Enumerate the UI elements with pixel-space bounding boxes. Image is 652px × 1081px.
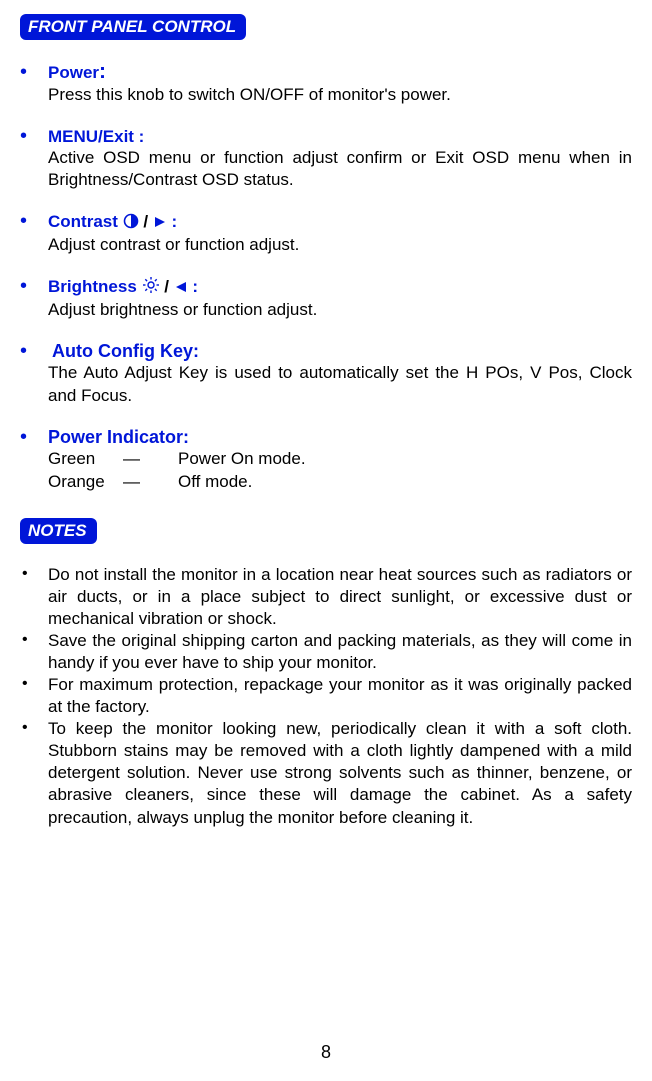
item-desc: Adjust brightness or function adjust. — [48, 299, 632, 321]
bullet-icon: • — [20, 718, 48, 828]
item-desc: Press this knob to switch ON/OFF of moni… — [48, 84, 632, 106]
bullet-icon: • — [20, 564, 48, 630]
item-title-pre: Contrast — [48, 212, 123, 231]
list-item: • Power Indicator: Green — Power On mode… — [20, 427, 632, 494]
section-label-front-panel: FRONT PANEL CONTROL — [20, 14, 246, 40]
indicator-table: Green — Power On mode. Orange — Off mode… — [48, 448, 632, 494]
list-item: • Power: Press this knob to switch ON/OF… — [20, 60, 632, 106]
front-panel-list: • Power: Press this knob to switch ON/OF… — [20, 60, 632, 494]
item-suffix: : — [99, 60, 106, 83]
item-desc: Adjust contrast or function adjust. — [48, 234, 632, 256]
list-item: • Do not install the monitor in a locati… — [20, 564, 632, 630]
left-triangle-icon — [174, 279, 188, 299]
indicator-mode: Off mode. — [178, 471, 252, 494]
bullet-icon: • — [20, 674, 48, 718]
indicator-mode: Power On mode. — [178, 448, 306, 471]
item-title: MENU/Exit : — [48, 127, 144, 147]
bullet-icon: • — [20, 62, 48, 82]
bullet-icon: • — [20, 276, 48, 296]
item-desc: Active OSD menu or function adjust confi… — [48, 147, 632, 191]
item-title: Power — [48, 63, 99, 82]
list-item: • Brightness / : Adjust brightness or fu… — [20, 276, 632, 321]
item-title-pre: Brightness — [48, 277, 142, 296]
list-item: • MENU/Exit : Active OSD menu or functio… — [20, 126, 632, 191]
section-label-notes: NOTES — [20, 518, 97, 544]
bullet-icon: • — [20, 630, 48, 674]
item-title: Auto Config Key: — [48, 341, 199, 362]
list-item: • Auto Config Key: The Auto Adjust Key i… — [20, 341, 632, 406]
indicator-dash: — — [123, 471, 178, 494]
bullet-icon: • — [20, 211, 48, 231]
brightness-icon — [142, 276, 160, 299]
right-triangle-icon — [153, 214, 167, 234]
list-item: • Save the original shipping carton and … — [20, 630, 632, 674]
bullet-icon: • — [20, 126, 48, 146]
item-title-post: : — [167, 212, 177, 231]
list-item: • For maximum protection, repackage your… — [20, 674, 632, 718]
note-text: Save the original shipping carton and pa… — [48, 630, 632, 674]
item-desc: The Auto Adjust Key is used to automatic… — [48, 362, 632, 406]
table-row: Orange — Off mode. — [48, 471, 632, 494]
item-title-post: : — [188, 277, 198, 296]
note-text: To keep the monitor looking new, periodi… — [48, 718, 632, 828]
indicator-dash: — — [123, 448, 178, 471]
list-item: • To keep the monitor looking new, perio… — [20, 718, 632, 828]
item-title: Power Indicator: — [48, 427, 189, 448]
bullet-icon: • — [20, 341, 48, 361]
list-item: • Contrast / : Adjust contrast or functi… — [20, 211, 632, 256]
bullet-icon: • — [20, 427, 48, 447]
notes-list: • Do not install the monitor in a locati… — [20, 564, 632, 829]
indicator-color: Orange — [48, 471, 123, 494]
note-text: For maximum protection, repackage your m… — [48, 674, 632, 718]
indicator-color: Green — [48, 448, 123, 471]
note-text: Do not install the monitor in a location… — [48, 564, 632, 630]
table-row: Green — Power On mode. — [48, 448, 632, 471]
contrast-icon — [123, 213, 139, 234]
page-number: 8 — [0, 1042, 652, 1063]
